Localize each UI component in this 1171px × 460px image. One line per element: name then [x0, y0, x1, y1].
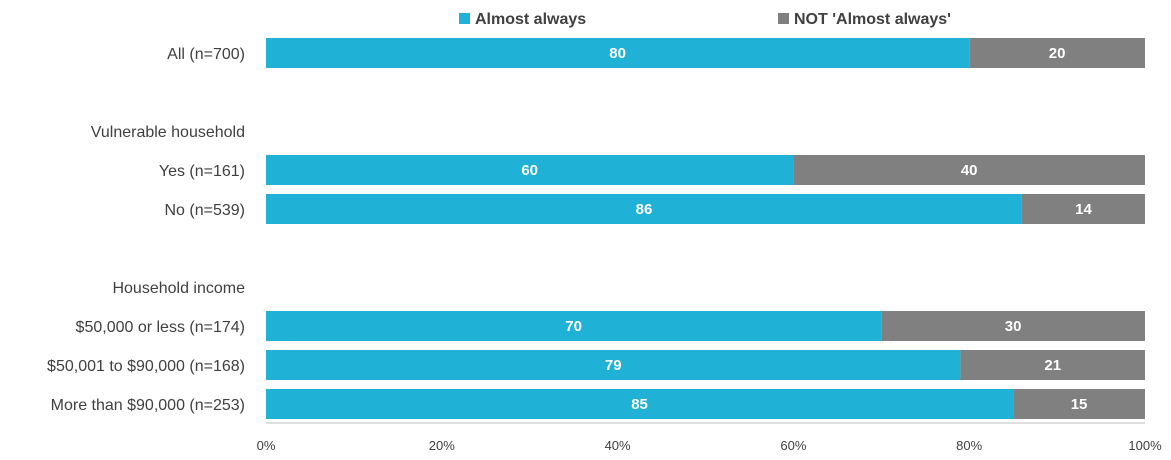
bar-row: All (n=700) 80 20 [167, 38, 1145, 68]
bar-not-almost-always [1013, 389, 1145, 419]
data-label: 80 [609, 45, 626, 62]
x-tick-label: 20% [429, 438, 455, 453]
bar-row: No (n=539) 86 14 [165, 194, 1145, 224]
bar-not-almost-always [1021, 194, 1145, 224]
data-label: 85 [631, 396, 648, 413]
group-header: Vulnerable household [91, 124, 245, 141]
legend-label: NOT 'Almost always' [794, 11, 951, 28]
x-axis: 0% 20% 40% 60% 80% 100% [257, 422, 1162, 453]
legend: Almost always NOT 'Almost always' [459, 11, 951, 28]
x-tick-label: 80% [956, 438, 982, 453]
bar-almost-always [266, 350, 961, 380]
bar-row: More than $90,000 (n=253) 85 15 [51, 389, 1145, 419]
data-label: 79 [605, 357, 622, 374]
bar-not-almost-always [881, 311, 1145, 341]
bar-almost-always [266, 155, 794, 185]
category-label: No (n=539) [165, 202, 246, 219]
x-tick-label: 40% [605, 438, 631, 453]
category-label: Yes (n=161) [159, 163, 245, 180]
legend-item: NOT 'Almost always' [778, 11, 951, 28]
category-label: $50,001 to $90,000 (n=168) [47, 358, 245, 375]
bar-row: Yes (n=161) 60 40 [159, 155, 1145, 185]
data-label: 30 [1005, 318, 1022, 335]
x-tick-label: 0% [257, 438, 276, 453]
data-label: 60 [521, 162, 538, 179]
data-label: 40 [961, 162, 978, 179]
bar-almost-always [266, 389, 1014, 419]
group-header-label: Vulnerable household [91, 124, 245, 141]
data-label: 21 [1044, 357, 1061, 374]
bar-almost-always [266, 194, 1022, 224]
bar-row: $50,000 or less (n=174) 70 30 [76, 311, 1145, 341]
legend-swatch [778, 13, 789, 24]
chart-rows: All (n=700) 80 20 Vulnerable household Yes (… [47, 38, 1145, 419]
category-label: More than $90,000 (n=253) [51, 397, 245, 414]
category-label: All (n=700) [167, 46, 245, 63]
x-tick-label: 60% [780, 438, 806, 453]
bar-almost-always [266, 311, 882, 341]
bar-row: $50,001 to $90,000 (n=168) 79 21 [47, 350, 1145, 380]
legend-swatch [459, 13, 470, 24]
data-label: 14 [1075, 201, 1092, 218]
legend-item: Almost always [459, 11, 586, 28]
bar-not-almost-always [793, 155, 1145, 185]
bar-not-almost-always [960, 350, 1145, 380]
data-label: 20 [1049, 45, 1066, 62]
data-label: 70 [565, 318, 582, 335]
bar-almost-always [266, 38, 970, 68]
x-tick-label: 100% [1128, 438, 1162, 453]
category-label: $50,000 or less (n=174) [76, 319, 245, 336]
data-label: 15 [1071, 396, 1088, 413]
group-header-label: Household income [112, 280, 245, 297]
data-label: 86 [636, 201, 653, 218]
group-header: Household income [112, 280, 245, 297]
bar-not-almost-always [969, 38, 1145, 68]
legend-label: Almost always [475, 11, 586, 28]
